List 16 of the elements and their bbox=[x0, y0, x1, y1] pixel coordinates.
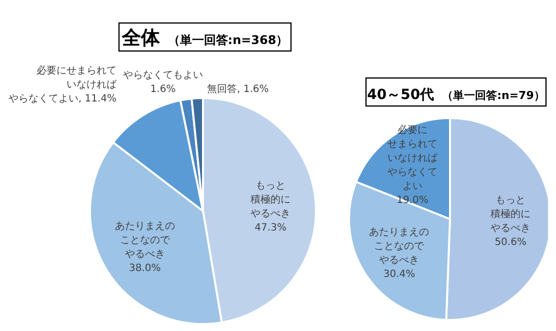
data-label: 47.3% bbox=[254, 222, 286, 234]
slice-label: あたりまえのことなのでやるべき bbox=[114, 221, 175, 260]
chart-subtitle: （単一回答:n=79） bbox=[442, 89, 545, 102]
chart-title: 全体 bbox=[120, 27, 161, 49]
data-label: 38.0% bbox=[129, 263, 161, 274]
chart-title: 40～50代 bbox=[367, 87, 434, 103]
slice-label: もっと積極的にやるべき bbox=[490, 195, 531, 234]
slice-label: もっと積極的にやるべき bbox=[250, 180, 291, 220]
slice-label: 必要にせまられていなければやらなくてよい, 11.4% bbox=[8, 64, 118, 105]
data-label: 30.4% bbox=[383, 269, 416, 280]
data-label: 1.6% bbox=[150, 84, 176, 95]
slice-label: あたりまえのことなのでやるべき bbox=[369, 227, 430, 266]
chart-subtitle: （単一回答:n=368） bbox=[168, 33, 288, 47]
data-label: 50.6% bbox=[494, 237, 526, 248]
slice-label: 無回答, 1.6% bbox=[207, 83, 269, 95]
slice-label: やらなくてもよい bbox=[123, 70, 203, 81]
